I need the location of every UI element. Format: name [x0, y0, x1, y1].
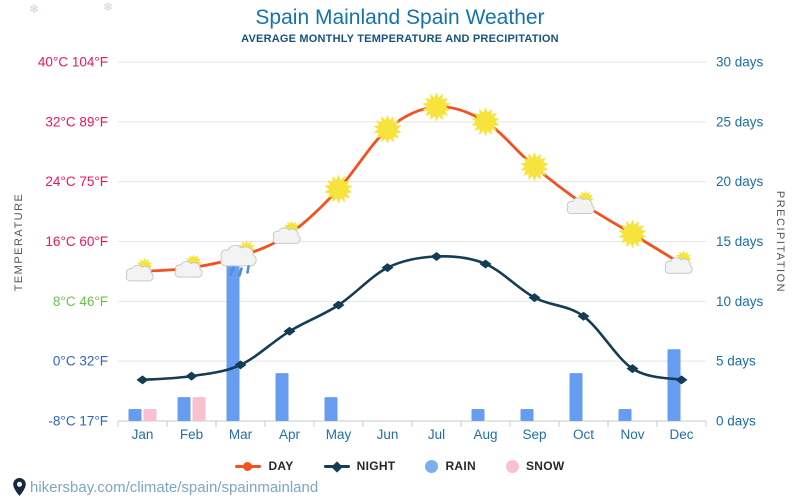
night-line-marker	[323, 460, 350, 473]
source-url: hikersbay.com/climate/spain/spainmainlan…	[30, 478, 319, 496]
legend-label: RAIN	[445, 459, 476, 473]
night-point[interactable]	[234, 360, 247, 370]
raindrop-icon	[229, 266, 235, 276]
night-point[interactable]	[626, 364, 639, 374]
legend-item-day[interactable]: DAY	[235, 459, 293, 473]
precip-axis-label: 20 days	[716, 174, 764, 189]
legend-item-snow[interactable]: SNOW	[506, 459, 565, 473]
month-label: Nov	[620, 427, 644, 442]
night-point[interactable]	[381, 263, 394, 273]
snow-dot-marker	[506, 459, 519, 473]
snowflake-icon: ❄	[103, 0, 114, 14]
legend-item-rain[interactable]: RAIN	[425, 459, 476, 473]
temp-axis-label: 16°C 60°F	[45, 234, 108, 249]
rain-bar[interactable]	[471, 409, 485, 421]
precip-axis-label: 10 days	[716, 294, 764, 309]
rain-bar[interactable]	[618, 409, 632, 421]
precipitation-axis-title: PRECIPITATION	[774, 191, 786, 293]
month-label: Oct	[573, 427, 594, 442]
month-label: May	[326, 427, 352, 442]
precip-axis-label: 30 days	[716, 55, 764, 70]
cloud-icon	[174, 261, 203, 278]
temp-axis-label: 40°C 104°F	[38, 55, 108, 70]
snowflake-icon: ❄	[29, 2, 40, 16]
sun-icon[interactable]	[471, 107, 500, 137]
precip-axis-label: 0 days	[716, 414, 756, 429]
night-point[interactable]	[283, 326, 296, 336]
page-subtitle: AVERAGE MONTHLY TEMPERATURE AND PRECIPIT…	[241, 33, 559, 45]
sun-icon[interactable]	[422, 92, 451, 122]
month-label: Jan	[132, 427, 154, 442]
sun-icon[interactable]	[618, 219, 647, 249]
cloud-icon	[664, 257, 693, 274]
temp-axis-label: 24°C 75°F	[45, 174, 108, 189]
temp-axis-label: 0°C 32°F	[53, 354, 108, 369]
raindrop-icon	[238, 267, 243, 277]
night-point[interactable]	[430, 251, 443, 261]
night-point[interactable]	[577, 311, 590, 321]
night-point[interactable]	[675, 375, 688, 385]
precip-axis-label: 5 days	[716, 354, 756, 369]
rain-dot-marker	[425, 459, 439, 473]
cloud-icon	[125, 264, 154, 282]
raindrop-icon	[246, 265, 250, 274]
sun-icon[interactable]	[324, 174, 353, 204]
month-label: Aug	[473, 427, 497, 442]
rain-bar[interactable]	[275, 373, 289, 421]
month-label: Feb	[180, 427, 203, 442]
sun-icon[interactable]	[520, 152, 549, 182]
cloud-icon	[272, 227, 301, 244]
month-label: Jul	[428, 427, 445, 442]
day-line	[141, 105, 683, 273]
temp-axis-label: 8°C 46°F	[53, 294, 108, 309]
night-point[interactable]	[332, 300, 345, 310]
rain-bar[interactable]	[177, 397, 191, 421]
rain-bar[interactable]	[226, 265, 240, 421]
legend-label: SNOW	[526, 459, 565, 473]
precip-axis-label: 15 days	[716, 234, 764, 249]
rain-bar[interactable]	[520, 409, 534, 421]
cloud-icon	[566, 197, 595, 215]
snow-bar[interactable]	[192, 397, 206, 421]
sun-icon[interactable]	[373, 114, 402, 144]
temp-axis-label: -8°C 17°F	[48, 414, 108, 429]
chart-legend: DAY NIGHT RAIN SNOW	[0, 459, 800, 473]
page-title: Spain Mainland Spain Weather	[255, 6, 545, 29]
month-label: Mar	[229, 427, 253, 442]
legend-label: NIGHT	[356, 459, 396, 473]
weather-chart: 40°C 104°F 32°C 89°F 24°C 75°F 16°C 60°F 8°C…	[13, 55, 786, 443]
rain-bar[interactable]	[324, 397, 338, 421]
month-label: Apr	[279, 427, 301, 442]
temperature-axis-title: TEMPERATURE	[13, 193, 25, 292]
legend-item-night[interactable]: NIGHT	[323, 459, 396, 473]
precip-axis-label: 25 days	[716, 114, 764, 129]
month-label: Jun	[377, 427, 399, 442]
legend-label: DAY	[268, 459, 294, 473]
day-line-marker	[235, 460, 262, 473]
night-point[interactable]	[528, 293, 541, 303]
night-point[interactable]	[136, 375, 149, 385]
rain-bar[interactable]	[667, 349, 681, 421]
night-point[interactable]	[185, 371, 198, 381]
night-point[interactable]	[479, 259, 492, 269]
snow-bar[interactable]	[143, 409, 157, 421]
location-pin-icon	[13, 478, 26, 496]
rain-bar[interactable]	[569, 373, 583, 421]
rain-cloud-icon	[220, 244, 257, 267]
month-label: Sep	[522, 427, 546, 442]
source-link[interactable]: hikersbay.com/climate/spain/spainmainlan…	[13, 478, 318, 496]
rain-bar[interactable]	[128, 409, 142, 421]
month-label: Dec	[669, 427, 693, 442]
temp-axis-label: 32°C 89°F	[45, 114, 108, 129]
